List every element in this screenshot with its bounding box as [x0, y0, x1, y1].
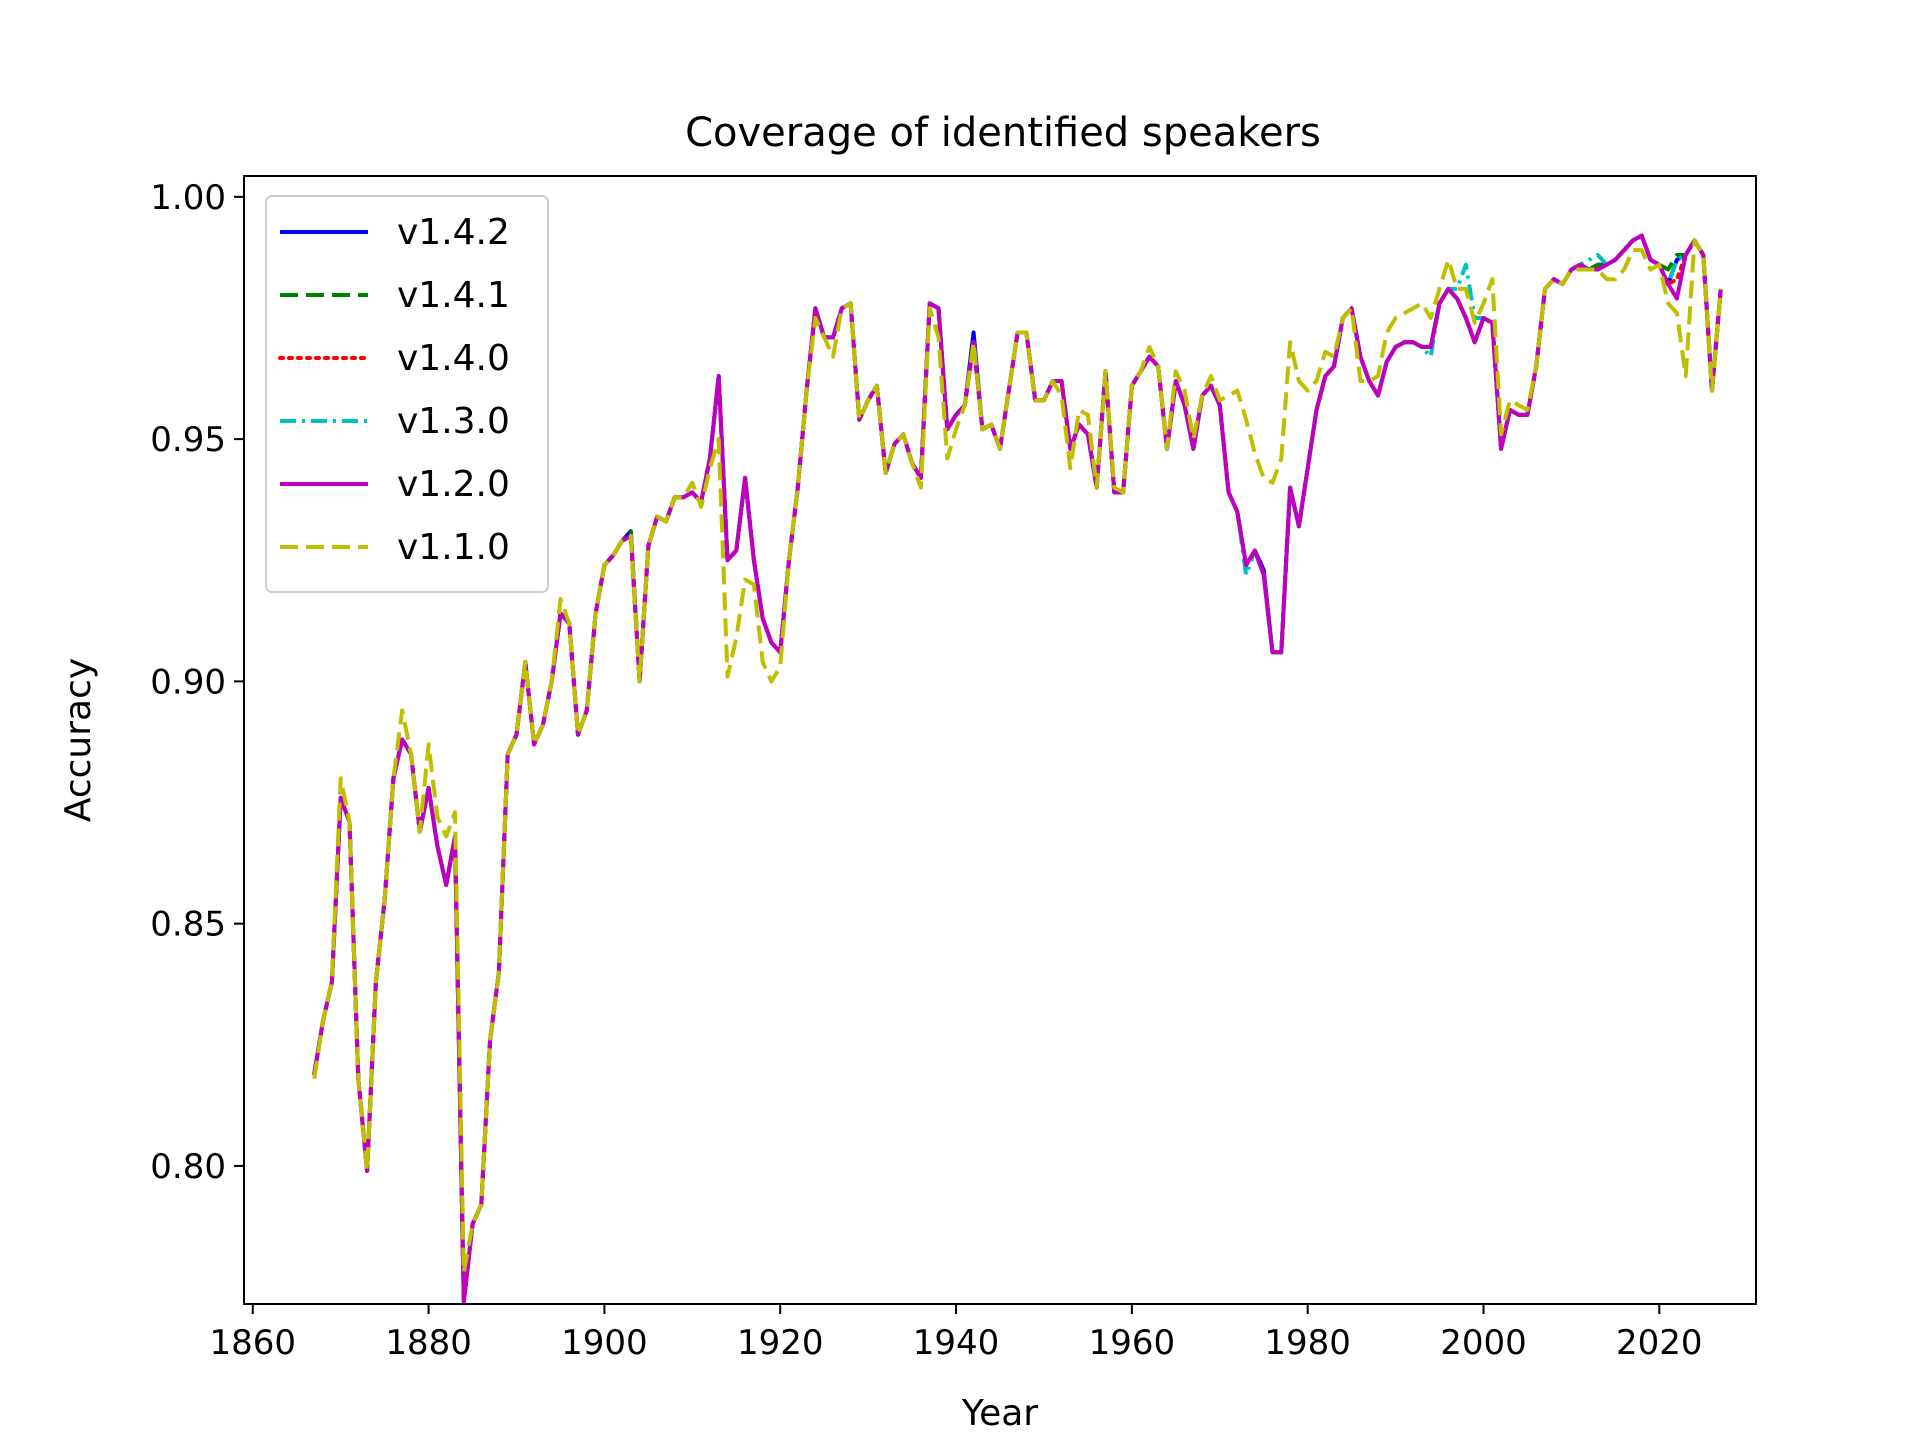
- x-tick-label: 2000: [1440, 1323, 1527, 1363]
- series-layer: [312, 233, 1723, 1304]
- legend-label: v1.4.0: [397, 338, 510, 379]
- x-tick-label: 1980: [1264, 1323, 1351, 1363]
- chart-title: Coverage of identified speakers: [685, 110, 1321, 156]
- legend-label: v1.4.1: [397, 275, 510, 316]
- legend-label: v1.4.2: [397, 212, 510, 253]
- x-tick-label: 1900: [561, 1323, 648, 1363]
- x-tick-label: 1940: [913, 1323, 1000, 1363]
- legend-label: v1.2.0: [397, 464, 510, 505]
- x-tick-label: 1880: [385, 1323, 472, 1363]
- y-tick-label: 0.80: [150, 1147, 226, 1187]
- y-axis: 0.80 0.85 0.90 0.95 1.00: [150, 178, 244, 1187]
- y-tick-label: 0.85: [150, 905, 226, 945]
- series-line-v1-1-0: [312, 238, 1723, 1275]
- x-axis-label: Year: [961, 1393, 1038, 1434]
- x-tick-label: 1960: [1089, 1323, 1176, 1363]
- x-tick-label: 2020: [1616, 1323, 1703, 1363]
- x-tick-label: 1860: [210, 1323, 297, 1363]
- y-axis-label: Accuracy: [58, 658, 99, 822]
- y-tick-label: 1.00: [150, 178, 226, 218]
- y-tick-label: 0.90: [150, 662, 226, 702]
- y-tick-label: 0.95: [150, 420, 226, 460]
- legend-label: v1.3.0: [397, 401, 510, 442]
- plot-frame: [243, 175, 1757, 1305]
- x-axis: 1860 1880 1900 1920 1940 1960 1980 2000 2020: [210, 1304, 1703, 1363]
- legend: v1.4.2 v1.4.1 v1.4.0 v1.3.0 v1.2.0 v1.1.0: [265, 195, 549, 593]
- legend-label: v1.1.0: [397, 527, 510, 568]
- x-tick-label: 1920: [737, 1323, 824, 1363]
